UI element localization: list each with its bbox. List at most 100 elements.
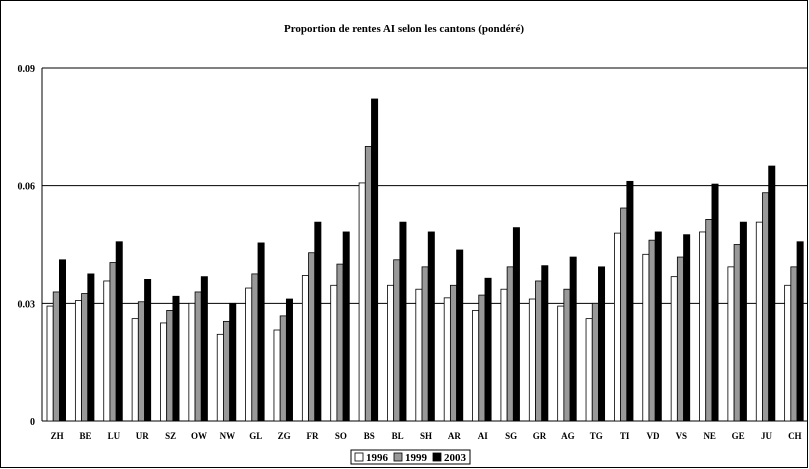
bar-AR-1996 xyxy=(443,297,451,422)
x-tick-label: SO xyxy=(335,431,347,441)
bar-ZG-1996 xyxy=(273,329,281,422)
bar-BE-1996 xyxy=(74,300,82,422)
bar-TI-2003 xyxy=(626,180,634,422)
bar-SZ-1999 xyxy=(166,309,174,422)
bar-OW-1999 xyxy=(194,291,202,422)
bar-FR-1996 xyxy=(301,275,309,422)
y-tick-label: 0.06 xyxy=(18,182,36,193)
bar-LU-1996 xyxy=(103,280,111,422)
bar-GR-1999 xyxy=(535,280,543,422)
x-tick-label: GR xyxy=(533,431,547,441)
bar-SO-1996 xyxy=(330,284,338,422)
x-tick-label: VD xyxy=(646,431,659,441)
x-tick-label: VS xyxy=(676,431,688,441)
bar-BL-1996 xyxy=(387,284,395,422)
x-tick-label: NW xyxy=(220,431,236,441)
bar-BL-1999 xyxy=(393,259,401,422)
bar-SH-1999 xyxy=(421,266,429,422)
bar-NW-2003 xyxy=(229,302,237,422)
bar-BE-1999 xyxy=(81,293,89,422)
bar-AG-2003 xyxy=(569,256,577,422)
x-tick-label: SZ xyxy=(165,431,176,441)
legend-label-1999: 1999 xyxy=(405,452,428,464)
bar-ZG-1999 xyxy=(279,315,287,422)
bar-TI-1996 xyxy=(614,232,622,422)
bar-SZ-2003 xyxy=(172,295,180,422)
x-tick-label: AG xyxy=(561,431,575,441)
bar-BS-1996 xyxy=(358,182,366,422)
bar-VD-1999 xyxy=(648,239,656,422)
bar-GE-2003 xyxy=(739,221,747,422)
bar-VS-2003 xyxy=(683,234,691,422)
bar-AG-1996 xyxy=(557,305,565,422)
bar-TG-1996 xyxy=(585,318,593,422)
bar-SG-1999 xyxy=(506,266,514,422)
bar-OW-1996 xyxy=(188,302,196,422)
x-tick-label: ZH xyxy=(51,431,64,441)
x-tick-label: SG xyxy=(505,431,517,441)
bar-NE-1999 xyxy=(705,218,713,422)
bar-AR-1999 xyxy=(449,284,457,422)
bar-LU-1999 xyxy=(109,262,117,422)
chart-title: Proportion de rentes AI selon les canton… xyxy=(284,23,524,35)
bar-GL-2003 xyxy=(257,242,265,422)
bar-GL-1999 xyxy=(251,273,259,422)
legend-label-1996: 1996 xyxy=(366,452,389,464)
x-tick-label: CH xyxy=(788,431,802,441)
bar-SG-2003 xyxy=(512,227,520,422)
bar-NW-1996 xyxy=(216,333,224,422)
bar-UR-1996 xyxy=(131,318,139,422)
bar-GE-1999 xyxy=(733,244,741,422)
legend-swatch-1999 xyxy=(393,452,403,462)
bar-SH-2003 xyxy=(427,231,435,422)
x-tick-label: TI xyxy=(620,431,630,441)
bar-GE-1996 xyxy=(727,266,735,422)
x-tick-label: GE xyxy=(732,431,745,441)
bar-ZG-2003 xyxy=(285,298,293,422)
x-tick-label: AR xyxy=(448,431,461,441)
x-tick-label: JU xyxy=(761,431,773,441)
x-tick-label: BL xyxy=(392,431,404,441)
legend-label-2003: 2003 xyxy=(444,452,467,464)
legend-swatch-2003 xyxy=(432,452,442,462)
x-tick-label: BE xyxy=(80,431,92,441)
bar-FR-1999 xyxy=(308,252,316,422)
x-tick-label: NE xyxy=(703,431,716,441)
bar-VD-2003 xyxy=(654,231,662,422)
y-tick-label: 0.09 xyxy=(18,64,36,75)
x-tick-label: ZG xyxy=(278,431,291,441)
bar-CH-1996 xyxy=(784,284,792,422)
x-tick-label: GL xyxy=(249,431,262,441)
bar-NE-1996 xyxy=(699,231,707,422)
bar-AG-1999 xyxy=(563,288,571,422)
bar-NW-1999 xyxy=(223,320,231,422)
bar-SH-1996 xyxy=(415,288,423,422)
x-tick-label: TG xyxy=(590,431,603,441)
bar-UR-1999 xyxy=(137,301,145,422)
bar-CH-2003 xyxy=(796,241,804,422)
bar-TG-1999 xyxy=(591,302,599,422)
bar-GR-1996 xyxy=(528,298,536,422)
bar-SO-1999 xyxy=(336,263,344,422)
bar-JU-1996 xyxy=(755,221,763,422)
bar-AI-1996 xyxy=(472,309,480,422)
bar-BE-2003 xyxy=(87,273,95,422)
bar-AI-2003 xyxy=(484,277,492,422)
bar-CH-1999 xyxy=(790,266,798,422)
bar-TG-2003 xyxy=(598,266,606,422)
bar-UR-2003 xyxy=(144,279,152,422)
bar-JU-1999 xyxy=(762,192,770,422)
y-tick-label: 0.03 xyxy=(18,299,36,310)
bar-BS-1999 xyxy=(364,146,372,422)
bar-NE-2003 xyxy=(711,183,719,422)
bar-LU-2003 xyxy=(115,241,123,422)
bar-GL-1996 xyxy=(245,287,253,422)
x-tick-label: SH xyxy=(420,431,432,441)
bar-VS-1999 xyxy=(676,256,684,422)
bar-SZ-1996 xyxy=(160,322,168,422)
bar-GR-2003 xyxy=(541,265,549,422)
bar-AI-1999 xyxy=(478,294,486,422)
bar-AR-2003 xyxy=(456,249,464,422)
